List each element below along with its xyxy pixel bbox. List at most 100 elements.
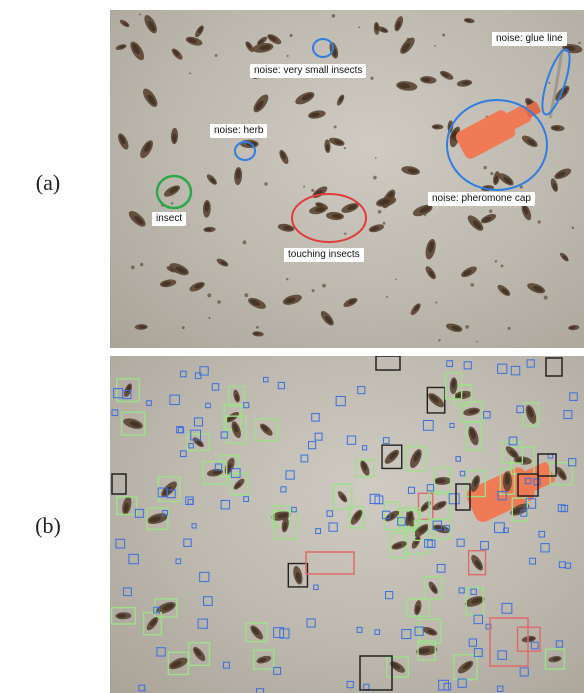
detection-box — [549, 461, 574, 486]
insect — [146, 616, 159, 631]
insect — [440, 70, 454, 80]
noise-box — [357, 386, 366, 395]
noise-box — [558, 561, 566, 569]
noise-box — [456, 538, 465, 547]
insect — [343, 297, 358, 307]
marker-insect — [155, 174, 193, 210]
insect-wing — [474, 560, 482, 569]
noise-box — [153, 606, 160, 614]
noise-box — [313, 584, 319, 591]
noise-box — [432, 520, 443, 531]
insect — [461, 266, 477, 278]
detection-box — [511, 497, 529, 522]
noise-box — [525, 498, 537, 509]
edge-box — [455, 483, 471, 511]
noise-box — [446, 360, 454, 368]
detection-box — [423, 575, 443, 600]
noise-box — [444, 524, 450, 531]
insect — [252, 42, 274, 53]
insect-wing — [465, 19, 472, 22]
insect-wing — [212, 470, 222, 475]
noise-box — [470, 588, 477, 595]
insect — [376, 196, 397, 207]
merged-box — [305, 551, 355, 575]
insect — [560, 252, 569, 262]
noise-box — [306, 618, 316, 628]
insect — [336, 94, 345, 106]
panel-b-photo — [110, 356, 584, 693]
insect-wing — [332, 213, 342, 219]
insect — [360, 460, 370, 476]
detection-box — [433, 467, 452, 495]
insect-wing — [232, 423, 239, 433]
insect-wing — [197, 26, 203, 34]
speck — [256, 325, 259, 329]
insect-wing — [334, 140, 343, 145]
insect — [449, 377, 458, 395]
insect — [202, 199, 211, 218]
insect — [413, 523, 430, 537]
detection-box — [426, 386, 446, 414]
detection-box — [228, 385, 246, 407]
noise-box — [115, 538, 126, 549]
noise-box — [565, 562, 572, 569]
noise-box — [230, 468, 241, 478]
noise-box — [285, 470, 295, 480]
noise-box — [243, 496, 249, 502]
insect-wing — [194, 648, 202, 657]
insect — [123, 418, 143, 429]
insect-wing — [418, 525, 428, 533]
insect — [312, 186, 328, 198]
edge-box — [375, 356, 401, 371]
insect-wing — [123, 502, 129, 513]
detection-box — [116, 378, 141, 403]
noise-box — [557, 504, 566, 512]
speck — [286, 54, 289, 58]
insect — [480, 213, 497, 224]
insect-wing — [169, 186, 179, 194]
insect — [147, 513, 168, 525]
noise-box — [335, 395, 346, 407]
insect-wing — [407, 168, 418, 174]
noise-box — [263, 376, 269, 383]
noise-box — [187, 498, 194, 505]
label-noise-pheromone-cap: noise: pheromone cap — [428, 192, 535, 206]
insect-wing — [295, 572, 301, 583]
speck — [385, 295, 388, 298]
noise-box — [438, 679, 449, 691]
insect-wing — [431, 585, 437, 593]
insect — [555, 466, 567, 481]
speck — [500, 264, 504, 268]
insect — [394, 16, 404, 32]
label-touching-insects: touching insects — [284, 248, 364, 262]
insect-wing — [501, 288, 509, 295]
speck — [358, 26, 361, 29]
insect — [115, 44, 127, 50]
noise-box — [220, 499, 231, 510]
speck — [490, 172, 494, 176]
insect-wing — [435, 478, 446, 484]
label-noise-glue-line: noise: glue line — [492, 32, 567, 46]
noise-box — [326, 510, 334, 517]
noise-box — [162, 509, 168, 516]
noise-box — [494, 522, 505, 534]
insect — [416, 645, 438, 656]
insect — [160, 279, 177, 288]
insect-wing — [512, 507, 524, 514]
detection-box — [229, 472, 249, 496]
insect — [453, 390, 472, 400]
insect-wing — [427, 629, 436, 635]
detection-box — [444, 371, 463, 400]
noise-box — [138, 684, 146, 692]
cap-neck — [505, 105, 532, 130]
insect — [277, 223, 295, 232]
noise-box — [146, 400, 152, 406]
insect — [329, 41, 339, 59]
insect-wing — [380, 28, 387, 32]
noise-box — [205, 402, 211, 409]
noise-box — [480, 540, 489, 550]
detection-box — [219, 454, 241, 478]
noise-box — [203, 596, 213, 606]
speck — [343, 146, 347, 150]
insect — [130, 41, 145, 61]
